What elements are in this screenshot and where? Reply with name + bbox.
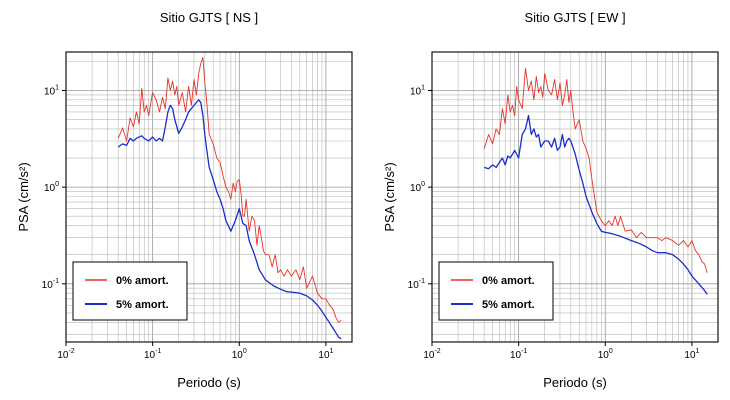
legend-label: 0% amort. (116, 275, 169, 287)
plot-frame (65, 51, 353, 343)
y-tick-label: 101 (44, 84, 59, 97)
legend: 0% amort. 5% amort. (438, 261, 554, 321)
legend-label: 5% amort. (116, 299, 169, 311)
y-tick-label: 100 (410, 181, 425, 194)
x-tick-label: 10-1 (510, 348, 527, 361)
series-line-damped (484, 114, 708, 295)
legend-label: 5% amort. (482, 299, 535, 311)
y-tick-label: 101 (410, 84, 425, 97)
y-tick-label: 10-1 (42, 278, 59, 291)
chart-title: Sitio GJTS [ EW ] (524, 10, 625, 25)
y-axis-label: PSA (cm/s²) (16, 162, 31, 231)
chart-title: Sitio GJTS [ NS ] (160, 10, 258, 25)
chart-panel-ew: 10-2 10-1 100 101 10-1 100 101 Sitio GJTS [ EW … (382, 10, 719, 390)
series-line-damped (117, 99, 342, 340)
x-tick-label: 100 (232, 348, 247, 361)
x-tick-label: 10-1 (144, 348, 161, 361)
y-axis-label: PSA (cm/s²) (382, 162, 397, 231)
legend-label: 0% amort. (482, 275, 535, 287)
chart-panel-ns: 10-2 10-1 100 101 10-1 100 101 Sitio GJTS [ NS … (16, 10, 353, 390)
x-tick-label: 101 (318, 348, 333, 361)
legend-box (72, 261, 188, 321)
legend: 0% amort. 5% amort. (72, 261, 188, 321)
x-tick-label: 100 (598, 348, 613, 361)
y-tick-label: 10-1 (408, 278, 425, 291)
x-tick-label: 10-2 (57, 348, 74, 361)
series-line-undamped (483, 67, 708, 273)
plot-frame (431, 51, 719, 343)
y-tick-label: 100 (44, 181, 59, 194)
legend-box (438, 261, 554, 321)
x-tick-label: 10-2 (423, 348, 440, 361)
series-line-undamped (117, 56, 342, 323)
x-axis-label: Periodo (s) (177, 375, 241, 390)
x-axis-label: Periodo (s) (543, 375, 607, 390)
x-tick-label: 101 (684, 348, 699, 361)
